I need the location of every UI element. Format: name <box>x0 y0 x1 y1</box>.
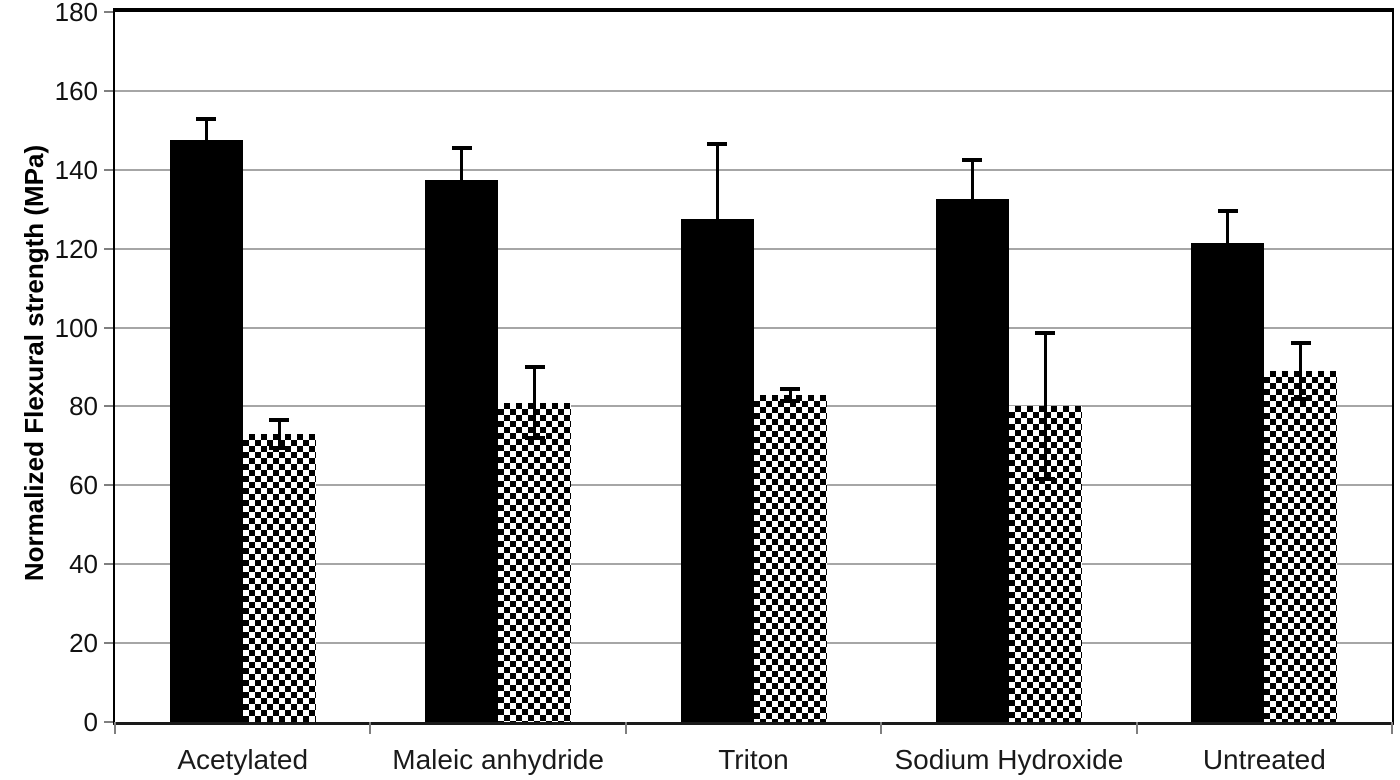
error-bar-cap-top-solid-black-maleic-anhydride <box>451 146 472 151</box>
error-bar-cap-bottom-solid-black-maleic-anhydride <box>451 209 472 214</box>
error-bar-cap-top-checkered-triton <box>780 386 800 391</box>
error-bar-cap-top-solid-black-triton <box>707 142 727 147</box>
y-tick-label-180: 180 <box>54 0 98 27</box>
y-tick-label-140: 140 <box>54 154 98 185</box>
error-bar-cap-bottom-checkered-acetylated <box>269 445 290 450</box>
error-bar-cap-bottom-checkered-untreated <box>1290 396 1311 401</box>
y-tick-label-20: 20 <box>69 628 98 659</box>
bar-solid-black-sodium-hydroxide <box>935 199 1009 722</box>
bar-solid-black-untreated <box>1191 242 1265 722</box>
error-bar-cap-bottom-solid-black-acetylated <box>196 159 217 164</box>
error-bar-cap-top-solid-black-sodium-hydroxide <box>962 157 983 162</box>
plot-area <box>113 8 1394 725</box>
error-bar-cap-bottom-solid-black-untreated <box>1217 272 1238 277</box>
error-bar-stem-solid-black-sodium-hydroxide <box>970 159 974 239</box>
error-bar-stem-checkered-untreated <box>1299 343 1303 399</box>
y-tick-label-60: 60 <box>69 470 98 501</box>
error-bar-cap-bottom-checkered-triton <box>780 398 800 403</box>
gridline-120 <box>115 247 1392 250</box>
error-bar-stem-solid-black-untreated <box>1226 211 1230 275</box>
y-tick-label-120: 120 <box>54 233 98 264</box>
y-tick-mark-80 <box>104 405 113 408</box>
x-tick-mark-4 <box>1135 722 1138 734</box>
x-category-label-maleic-anhydride: Maleic anhydride <box>392 744 604 775</box>
x-tick-mark-2 <box>624 722 627 734</box>
error-bar-cap-bottom-checkered-maleic-anhydride <box>524 436 545 440</box>
x-category-label-acetylated: Acetylated <box>177 744 309 775</box>
error-bar-stem-solid-black-maleic-anhydride <box>460 148 464 212</box>
y-tick-label-40: 40 <box>69 549 98 580</box>
y-axis-title: Normalized Flexural strength (MPa) <box>19 144 49 582</box>
y-tick-mark-180 <box>104 11 113 13</box>
error-bar-stem-checkered-acetylated <box>277 420 281 448</box>
error-bar-stem-solid-black-acetylated <box>204 118 208 162</box>
bar-checkered-triton <box>753 394 827 722</box>
bar-checkered-untreated <box>1264 370 1338 722</box>
y-tick-mark-60 <box>104 484 113 487</box>
y-tick-mark-120 <box>104 247 113 250</box>
error-bar-cap-top-solid-black-acetylated <box>196 116 217 121</box>
y-tick-label-0: 0 <box>83 707 98 737</box>
bar-checkered-maleic-anhydride <box>498 402 572 722</box>
x-tick-mark-3 <box>880 722 883 734</box>
error-bar-stem-checkered-triton <box>788 388 792 401</box>
bar-solid-black-acetylated <box>169 140 243 722</box>
y-tick-label-100: 100 <box>54 312 98 343</box>
y-tick-mark-100 <box>104 326 113 329</box>
bar-solid-black-maleic-anhydride <box>425 179 499 722</box>
error-bar-stem-solid-black-triton <box>715 144 719 295</box>
x-category-label-untreated: Untreated <box>1202 744 1326 775</box>
x-category-label-triton: Triton <box>718 744 789 775</box>
error-bar-cap-top-checkered-maleic-anhydride <box>524 365 545 369</box>
y-tick-mark-0 <box>104 721 113 723</box>
y-tick-mark-140 <box>104 168 113 171</box>
error-bar-cap-bottom-checkered-sodium-hydroxide <box>1035 477 1056 482</box>
error-bar-cap-bottom-solid-black-triton <box>707 292 727 297</box>
bar-checkered-acetylated <box>242 434 316 722</box>
error-bar-cap-top-checkered-acetylated <box>269 418 290 423</box>
y-tick-label-80: 80 <box>69 391 98 422</box>
error-bar-cap-top-checkered-untreated <box>1290 341 1311 346</box>
x-tick-mark-0 <box>114 722 116 734</box>
x-tick-mark-5 <box>1391 722 1393 734</box>
bar-solid-black-triton <box>680 219 754 722</box>
y-tick-mark-160 <box>104 89 113 92</box>
x-category-label-sodium-hydroxide: Sodium Hydroxide <box>894 744 1124 775</box>
x-tick-mark-1 <box>369 722 372 734</box>
y-tick-mark-20 <box>104 642 113 645</box>
error-bar-cap-top-solid-black-untreated <box>1217 209 1238 214</box>
y-tick-mark-40 <box>104 563 113 566</box>
error-bar-stem-checkered-maleic-anhydride <box>533 367 537 438</box>
gridline-140 <box>115 168 1392 171</box>
y-tick-label-160: 160 <box>54 75 98 106</box>
error-bar-stem-checkered-sodium-hydroxide <box>1043 333 1047 480</box>
gridline-160 <box>115 89 1392 92</box>
gridline-100 <box>115 326 1392 329</box>
error-bar-cap-bottom-solid-black-sodium-hydroxide <box>962 236 983 241</box>
error-bar-cap-top-checkered-sodium-hydroxide <box>1035 331 1056 336</box>
